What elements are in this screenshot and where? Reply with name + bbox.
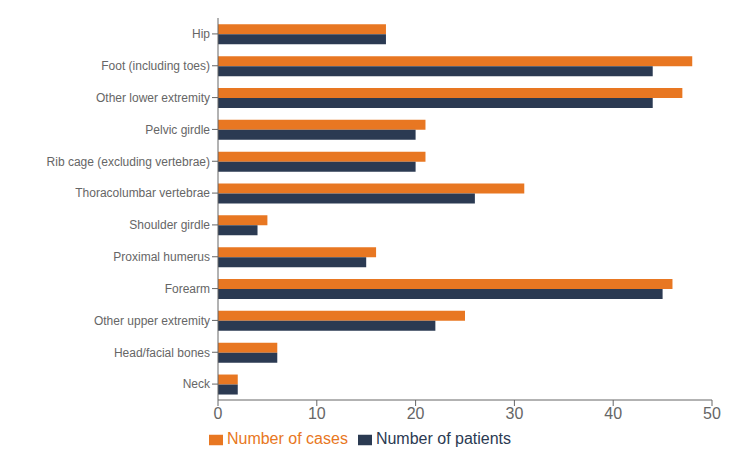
svg-text:Pelvic girdle: Pelvic girdle	[145, 123, 210, 137]
svg-text:Other lower extremity: Other lower extremity	[96, 91, 210, 105]
svg-text:Thoracolumbar vertebrae: Thoracolumbar vertebrae	[75, 186, 210, 200]
svg-text:Rib cage (excluding vertebrae): Rib cage (excluding vertebrae)	[47, 155, 210, 169]
svg-text:0: 0	[214, 405, 223, 422]
svg-text:50: 50	[703, 405, 721, 422]
svg-text:Hip: Hip	[192, 27, 210, 41]
svg-text:Forearm: Forearm	[165, 282, 210, 296]
html-text:Number of patients: Number of patients	[375, 430, 512, 447]
svg-text:20: 20	[407, 405, 425, 422]
svg-text:Other upper extremity: Other upper extremity	[94, 314, 210, 328]
html-text:Number of cases: Number of cases	[226, 430, 348, 447]
svg-text:30: 30	[506, 405, 524, 422]
svg-text:40: 40	[604, 405, 622, 422]
svg-text:10: 10	[308, 405, 326, 422]
svg-text:Foot (including toes): Foot (including toes)	[101, 59, 210, 73]
svg-text:Head/facial bones: Head/facial bones	[114, 346, 210, 360]
svg-text:Proximal humerus: Proximal humerus	[113, 250, 210, 264]
svg-text:Shoulder girdle: Shoulder girdle	[129, 218, 210, 232]
svg-text:Neck: Neck	[183, 377, 211, 391]
